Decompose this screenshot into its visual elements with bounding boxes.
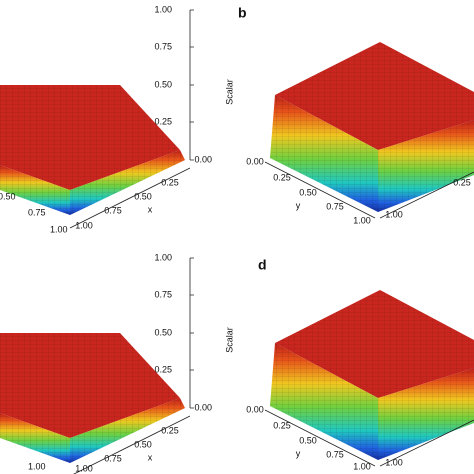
panel-label: d [258, 257, 267, 273]
y-title: y [296, 448, 301, 458]
x-tick: 1.00 [385, 209, 403, 219]
z-title: Scalar [224, 79, 234, 105]
y-tick: 1.00 [353, 461, 371, 471]
z-tick: 0.50 [154, 79, 172, 89]
panel-label: b [238, 5, 247, 21]
z-tick: 0.25 [154, 364, 172, 374]
y-tick: 0.00 [246, 156, 264, 166]
z-tick: 0.75 [154, 289, 172, 299]
x-tick: 0.50 [134, 439, 152, 449]
y-tick: 0.50 [299, 187, 317, 197]
y-tick: 0.25 [273, 420, 291, 430]
x-tick: 0.25 [161, 177, 179, 187]
z-tick: 0.50 [154, 327, 172, 337]
z-tick: 0.00 [194, 154, 212, 164]
y-tick: 1.00 [50, 224, 68, 234]
x-title: x [148, 452, 153, 462]
x-tick: 1.00 [75, 220, 93, 230]
x-tick: 0.75 [104, 453, 122, 463]
z-title: Scalar [224, 327, 234, 353]
y-tick: 0.25 [273, 172, 291, 182]
surface [264, 289, 474, 467]
y-title: y [296, 200, 301, 210]
x-tick: 0.25 [453, 177, 471, 187]
panel-d: d 0.00 0.25 0.50 0.75 1.00 y 1.00 [246, 257, 474, 471]
y-tick: 1.00 [353, 215, 371, 225]
x-tick: 1.00 [75, 463, 93, 473]
y-tick: 0.50 [299, 435, 317, 445]
y-tick: 0.00 [246, 404, 264, 414]
x-title: x [148, 204, 153, 214]
panel-c: 1.00 0.75 0.50 0.25 0.00 Scalar 0.25 0.5… [0, 252, 234, 474]
z-tick: 0.75 [154, 41, 172, 51]
panel-b: b 0.00 0.25 0.50 0.75 1.00 y 0.25 1.00 [238, 5, 474, 225]
z-tick: 0.25 [154, 116, 172, 126]
y-tick: 1.00 [28, 461, 46, 471]
z-tick: 1.00 [154, 252, 172, 262]
x-tick: 1.00 [385, 457, 403, 467]
x-tick: 0.25 [161, 425, 179, 435]
y-tick: 0.75 [28, 207, 46, 217]
panel-a: 1.00 0.75 0.50 0.25 0.00 Scalar 0.25 0.5… [0, 4, 234, 234]
y-tick: 0.50 [0, 191, 16, 201]
z-tick: 0.00 [194, 402, 212, 412]
x-tick: 0.50 [134, 191, 152, 201]
y-tick: 0.75 [326, 201, 344, 211]
x-tick: 0.75 [104, 205, 122, 215]
y-tick: 0.75 [326, 449, 344, 459]
z-tick: 1.00 [154, 4, 172, 14]
surface [264, 41, 474, 219]
